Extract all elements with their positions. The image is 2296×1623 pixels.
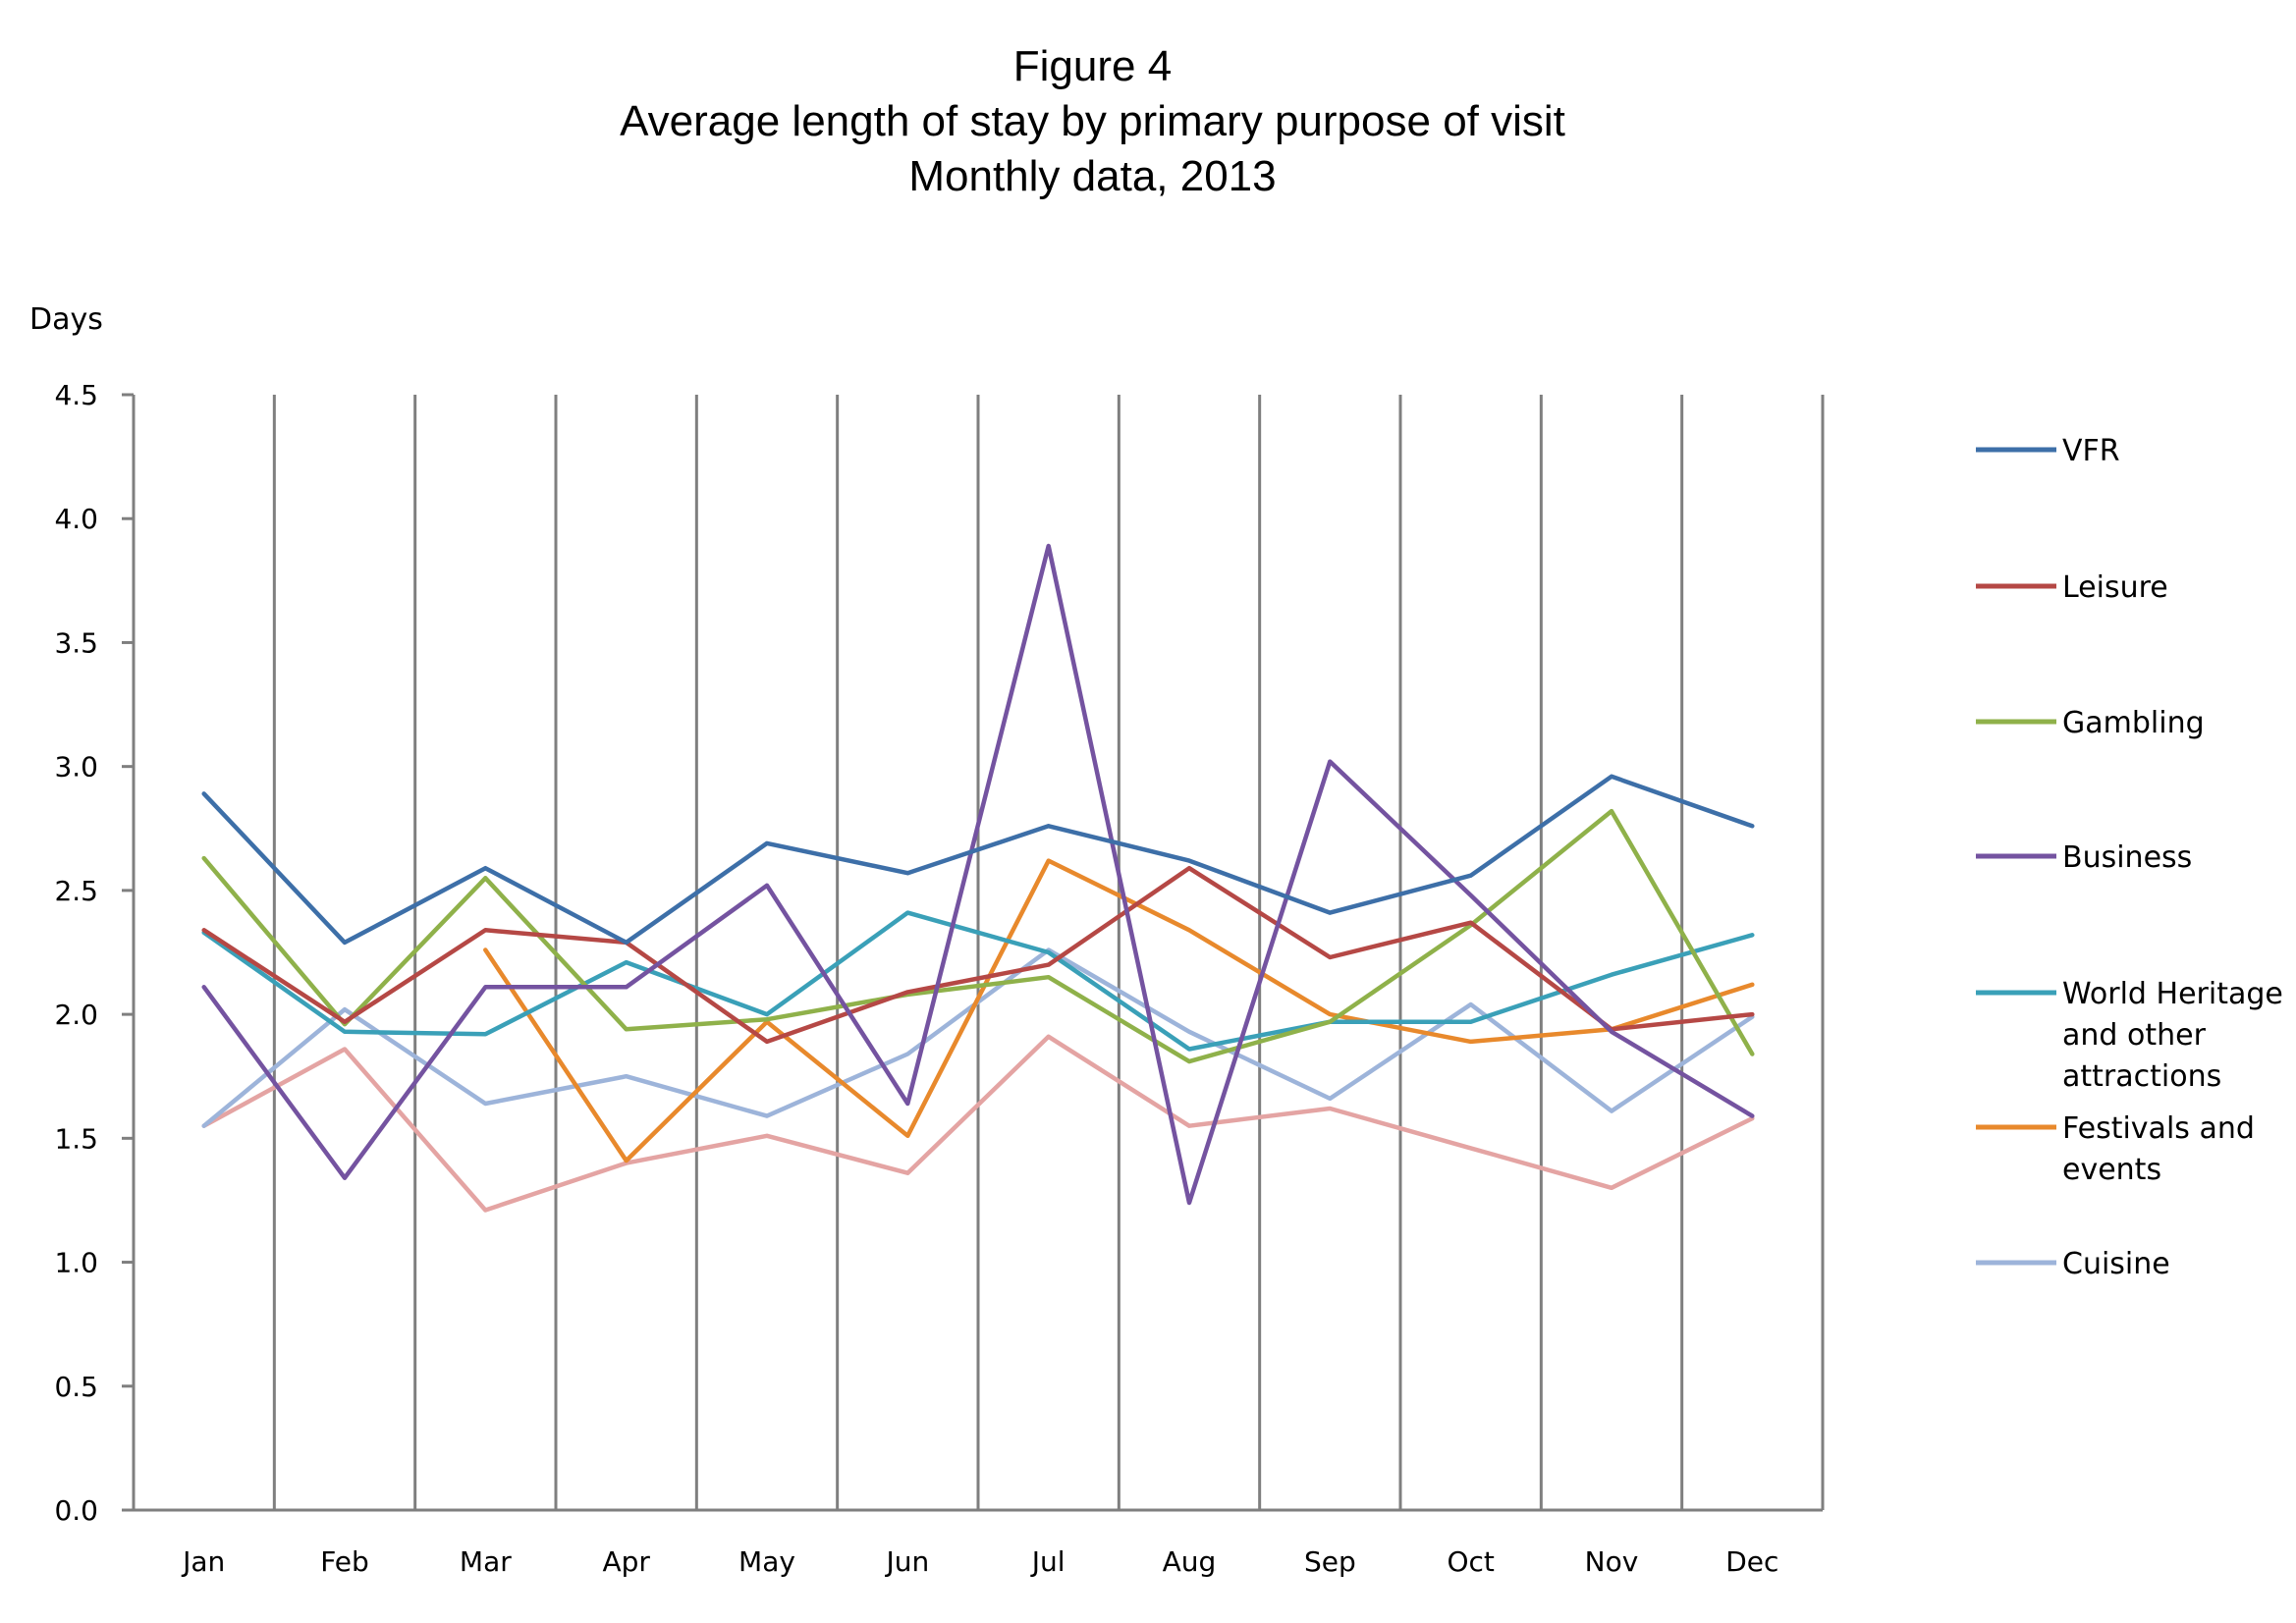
y-tick-labels: 0.0 0.5 1.0 1.5 2.0 2.5 3.0 3.5 4.0 4.5 — [54, 379, 134, 1527]
chart-titles: Figure 4 Average length of stay by prima… — [0, 39, 2185, 204]
axes — [132, 395, 1823, 1512]
series-line — [201, 774, 1755, 946]
x-tick-labels: Jan Feb Mar Apr May Jun Jul Aug Sep Oct Nov Dec — [181, 1545, 1778, 1578]
series-line — [201, 910, 1755, 1052]
series-line — [483, 858, 1755, 1163]
y-axis-label: Days — [29, 302, 103, 337]
y-tick-label: 3.0 — [54, 751, 98, 784]
y-tick-label: 2.0 — [54, 999, 98, 1031]
legend-label: Gambling — [2062, 706, 2205, 740]
y-tick-label: 4.0 — [54, 503, 98, 535]
x-tick-label: Apr — [602, 1545, 650, 1578]
legend: VFR Leisure Gambling Business World Heritage… — [1976, 434, 2283, 1281]
x-tick-label: Aug — [1163, 1545, 1217, 1578]
y-tick-label: 4.5 — [54, 379, 98, 411]
y-tick-label: 0.0 — [54, 1494, 98, 1527]
x-tick-label: Oct — [1447, 1545, 1494, 1578]
series-line — [201, 808, 1755, 1064]
x-tick-label: Mar — [460, 1545, 512, 1578]
legend-label: Festivals and events — [2062, 1111, 2255, 1187]
legend-label: Leisure — [2062, 570, 2168, 605]
x-tick-label: Nov — [1585, 1545, 1639, 1578]
x-tick-label: Sep — [1304, 1545, 1356, 1578]
grid-lines — [132, 395, 1825, 1510]
chart-subtitle: Average length of stay by primary purpos… — [620, 97, 1565, 145]
chart-title: Figure 4 — [1012, 42, 1173, 90]
series-line — [201, 543, 1755, 1206]
y-tick-label: 1.5 — [54, 1122, 98, 1155]
x-tick-label: Jan — [181, 1545, 225, 1578]
legend-label: Cuisine — [2062, 1247, 2170, 1281]
legend-label: World Heritage and other attractions — [2062, 977, 2283, 1094]
chart-subtitle-2: Monthly data, 2013 — [908, 152, 1277, 200]
legend-label: VFR — [2062, 434, 2120, 468]
x-tick-label: Jul — [1030, 1545, 1066, 1578]
series-lines — [201, 543, 1755, 1213]
y-tick-label: 2.5 — [54, 875, 98, 907]
legend-label: Business — [2062, 840, 2192, 875]
y-tick-label: 3.5 — [54, 626, 98, 659]
y-tick-label: 0.5 — [54, 1371, 98, 1403]
x-tick-label: Feb — [320, 1545, 369, 1578]
x-tick-label: Jun — [884, 1545, 929, 1578]
x-tick-label: Dec — [1725, 1545, 1778, 1578]
series-line — [201, 1034, 1755, 1213]
x-tick-label: May — [738, 1545, 795, 1578]
series-line — [201, 865, 1755, 1045]
y-tick-label: 1.0 — [54, 1247, 98, 1279]
